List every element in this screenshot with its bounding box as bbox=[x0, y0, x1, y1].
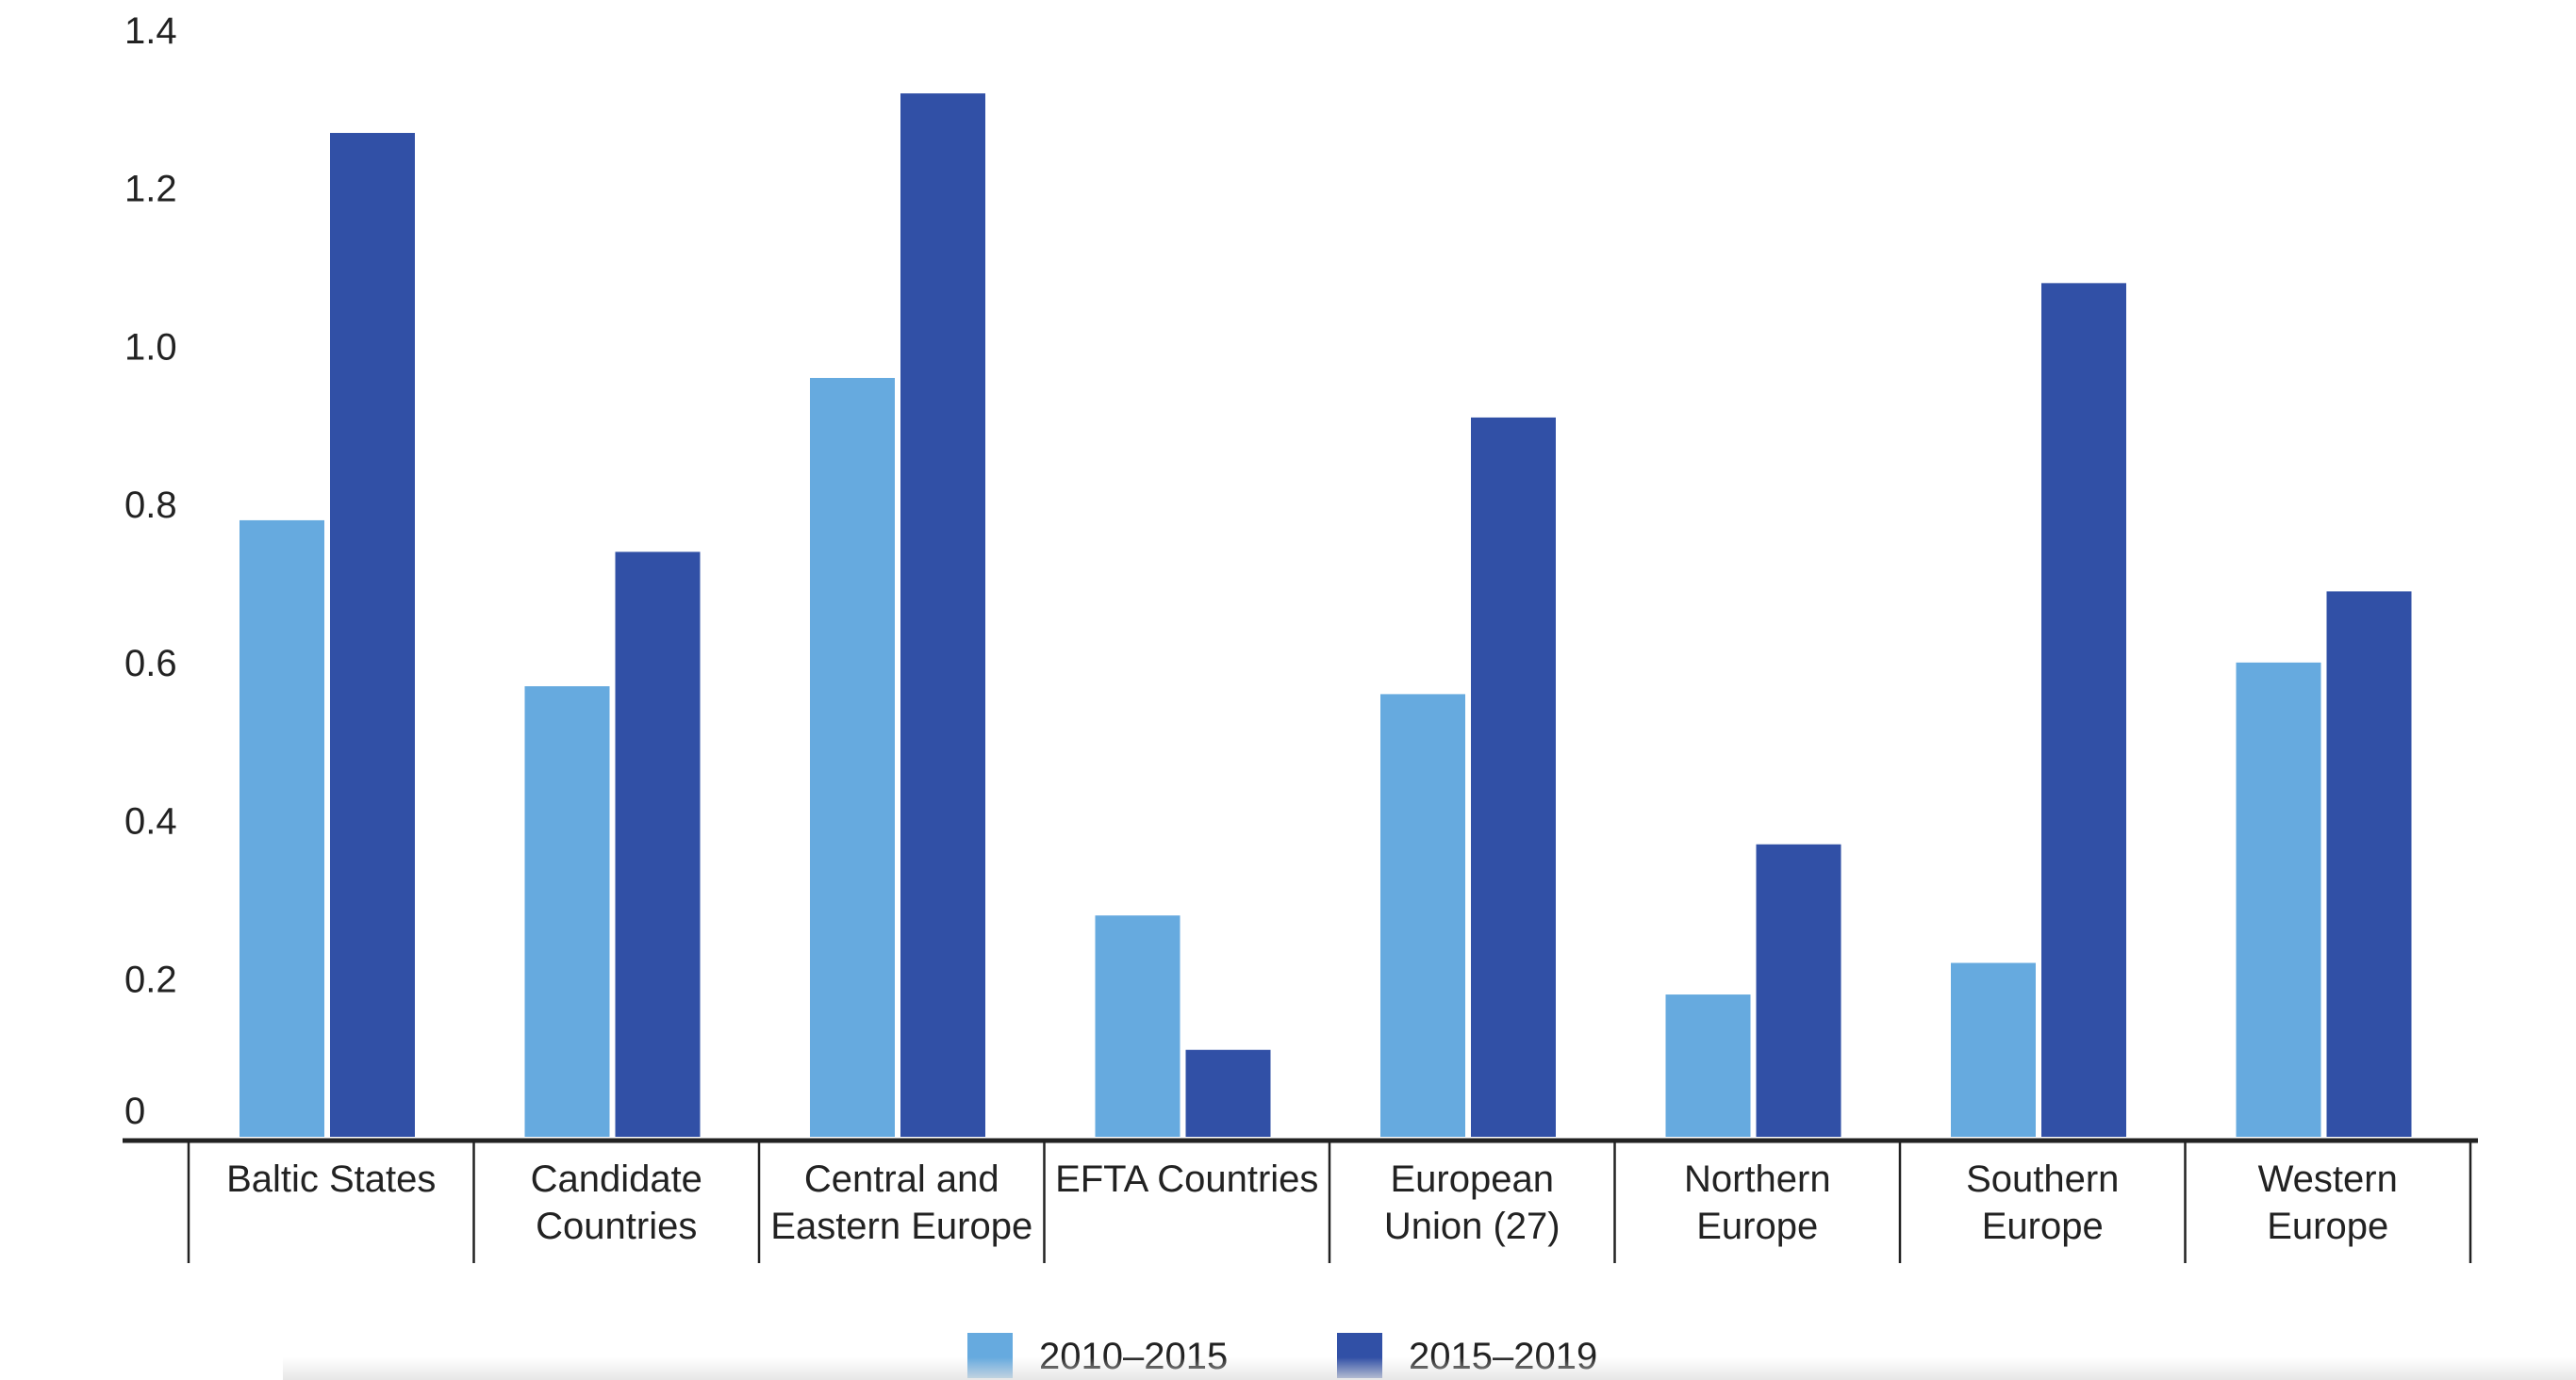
bar-series-2 bbox=[1185, 1049, 1271, 1137]
bar-series-2 bbox=[2041, 283, 2126, 1137]
x-tick-label: Europe bbox=[2267, 1206, 2388, 1247]
y-tick-label: 1.2 bbox=[124, 169, 177, 210]
bar-series-2 bbox=[330, 133, 415, 1137]
x-tick-label: Baltic States bbox=[226, 1158, 436, 1200]
bar-series-1 bbox=[2236, 662, 2321, 1137]
y-tick-label: 1.0 bbox=[124, 326, 177, 368]
y-tick-label: 0 bbox=[124, 1091, 145, 1132]
y-axis: 0 0.2 0.4 0.6 0.8 1.0 1.2 1.4 bbox=[124, 10, 177, 1132]
bar-series-1 bbox=[810, 377, 895, 1137]
y-tick-label: 1.4 bbox=[124, 10, 177, 52]
x-tick-label: Eastern Europe bbox=[770, 1206, 1032, 1247]
x-tick-label: Western bbox=[2258, 1158, 2398, 1200]
bar-series-1 bbox=[524, 686, 610, 1137]
x-tick-label: Central and bbox=[804, 1158, 999, 1200]
x-tick-label: Candidate bbox=[531, 1158, 702, 1200]
bar-series-2 bbox=[615, 551, 701, 1137]
x-tick-label: Southern bbox=[1966, 1158, 2119, 1200]
bottom-shadow bbox=[283, 1357, 2576, 1380]
y-tick-label: 0.8 bbox=[124, 485, 177, 526]
x-tick-label: European bbox=[1391, 1158, 1554, 1200]
bar-series-1 bbox=[1951, 962, 2036, 1137]
x-tick-label: Europe bbox=[1982, 1206, 2104, 1247]
x-tick-label: Union (27) bbox=[1384, 1206, 1560, 1247]
x-tick-label: Countries bbox=[536, 1206, 697, 1247]
x-tick-label: EFTA Countries bbox=[1055, 1158, 1318, 1200]
bars-group bbox=[239, 93, 2412, 1138]
bar-series-2 bbox=[900, 93, 985, 1138]
y-tick-label: 0.6 bbox=[124, 643, 177, 684]
bar-series-2 bbox=[1471, 417, 1556, 1137]
bar-series-2 bbox=[2326, 591, 2412, 1137]
x-tick-label: Europe bbox=[1696, 1206, 1818, 1247]
bar-series-1 bbox=[239, 519, 324, 1137]
y-tick-label: 0.2 bbox=[124, 959, 177, 1000]
x-tick-label: Northern bbox=[1684, 1158, 1831, 1200]
bar-series-1 bbox=[1380, 694, 1465, 1137]
bar-series-1 bbox=[1665, 994, 1751, 1137]
bar-series-2 bbox=[1756, 844, 1841, 1137]
bar-series-1 bbox=[1095, 915, 1181, 1137]
y-tick-label: 0.4 bbox=[124, 801, 177, 843]
x-axis: Baltic States Candidate Countries Central a… bbox=[123, 1138, 2478, 1263]
